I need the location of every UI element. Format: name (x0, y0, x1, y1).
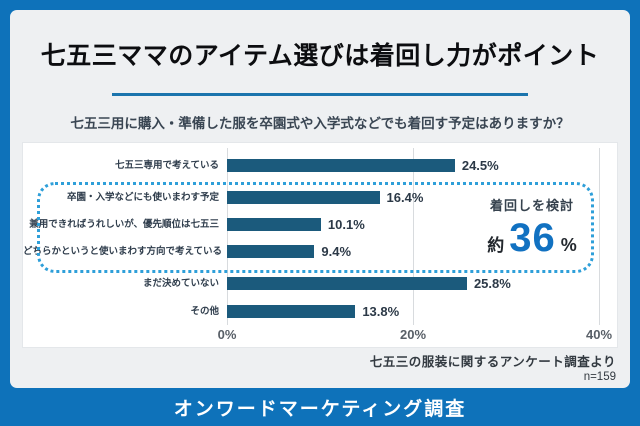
bar (227, 191, 380, 204)
x-axis-tick-label: 20% (399, 327, 427, 342)
gridline (413, 148, 414, 325)
bar-value-label: 16.4% (386, 190, 424, 205)
category-label: 兼用できればうれしいが、優先順位は七五三 (29, 219, 219, 230)
footer-band: オンワードマーケティング調査 (0, 388, 640, 426)
highlight-value: 約 36 % (466, 218, 598, 258)
bar (227, 159, 455, 172)
source-line-1: 七五三の服装に関するアンケート調査より (369, 355, 616, 369)
bar (227, 277, 467, 290)
page-title: 七五三ママのアイテム選びは着回し力がポイント (40, 42, 600, 70)
highlight-approx-suffix: % (560, 235, 577, 255)
category-label: 七五三専用で考えている (114, 160, 219, 171)
bar (227, 305, 356, 318)
survey-question: 七五三用に購入・準備した服を卒園式や入学式などでも着回す予定はありますか？ (70, 116, 570, 131)
gridline (227, 148, 228, 325)
bar-value-label: 25.8% (473, 276, 511, 291)
x-axis-tick-label: 40% (585, 327, 613, 342)
bar-value-label: 13.8% (362, 304, 400, 319)
bar (227, 218, 321, 231)
source-note: 七五三の服装に関するアンケート調査より n=159 (370, 351, 616, 383)
highlight-approx-prefix: 約 (487, 236, 505, 255)
category-label: その他 (190, 306, 219, 317)
highlight-label: 着回しを検討 (489, 198, 574, 213)
highlight-annotation: 着回しを検討 約 36 % (466, 195, 598, 258)
bar-value-label: 9.4% (321, 244, 352, 259)
highlight-approx-value: 36 (509, 216, 556, 260)
bar (227, 245, 315, 258)
x-axis-tick-label: 0% (217, 327, 237, 342)
category-label: 卒園・入学などにも使いまわす予定 (66, 192, 219, 203)
gridline (599, 148, 600, 325)
content-panel: 七五三ママのアイテム選びは着回し力がポイント 七五三用に購入・準備した服を卒園式… (10, 10, 630, 388)
title-underline (112, 93, 528, 96)
bar-value-label: 24.5% (461, 158, 499, 173)
category-label: どちらかというと使いまわす方向で考えている (23, 246, 223, 257)
category-label: まだ決めていない (142, 278, 219, 289)
source-line-2: n=159 (583, 371, 616, 383)
bar-value-label: 10.1% (327, 217, 365, 232)
footer-title: オンワードマーケティング調査 (173, 398, 467, 420)
bar-chart: 0% 20% 40% 七五三専用で考えている 24.5% 卒園・入学などにも使いまわす予定… (22, 142, 618, 348)
